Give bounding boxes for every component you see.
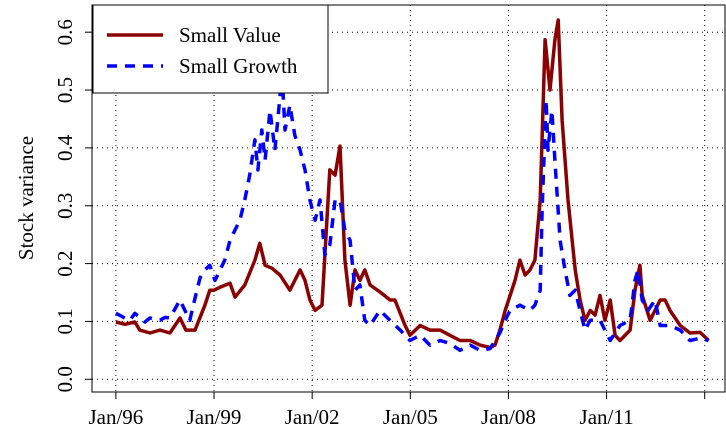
series-line [115,18,710,350]
x-tick-label: Jan/11 [580,405,634,429]
x-tick-label: Jan/99 [187,405,242,429]
y-tick-label: 0.2 [53,250,77,276]
legend-box [92,4,329,94]
y-tick-label: 0.5 [53,77,77,103]
y-tick-label: 0.4 [53,134,77,161]
legend-label: Small Value [179,23,281,47]
plot-frame [91,4,726,393]
x-tick-label: Jan/96 [88,405,143,429]
y-tick-label: 0.6 [53,19,77,45]
y-axis-title: Stock variance [14,136,38,260]
series-line [115,73,710,353]
y-tick-label: 0.1 [53,308,77,334]
y-tick-label: 0.3 [53,193,77,219]
x-tick-label: Jan/05 [383,405,438,429]
x-tick-label: Jan/08 [481,405,536,429]
y-tick-label: 0.0 [53,366,77,392]
x-tick-label: Jan/02 [285,405,340,429]
legend-label: Small Growth [179,54,298,78]
